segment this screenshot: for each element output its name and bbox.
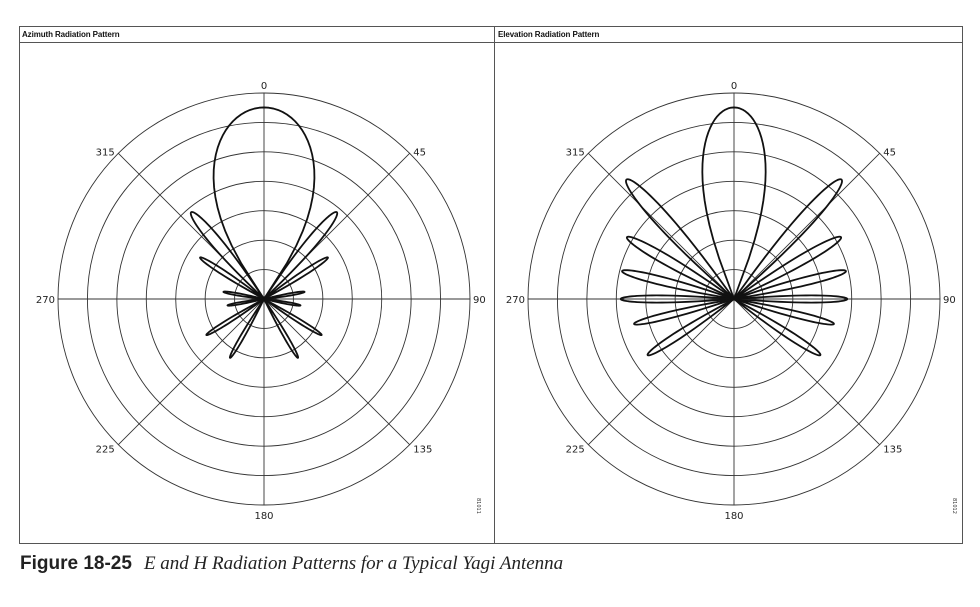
azimuth-pattern-lobe [263, 298, 323, 337]
azimuth-title-rule [19, 42, 494, 43]
elevation-angle-label-90: 90 [943, 295, 956, 306]
azimuth-angle-label-270: 270 [36, 295, 55, 306]
azimuth-pattern-lobe [228, 298, 265, 359]
elevation-angle-label-270: 270 [506, 295, 525, 306]
elevation-pattern-lobe [646, 298, 735, 357]
azimuth-pattern-lobe [205, 298, 265, 337]
elevation-angle-label-45: 45 [883, 148, 896, 159]
azimuth-pattern-lobe [226, 298, 265, 307]
elevation-pattern-lobe [621, 269, 735, 300]
elevation-pattern-lobe [733, 294, 849, 304]
azimuth-angle-label-90: 90 [473, 295, 486, 306]
azimuth-pattern-lobe [199, 256, 265, 300]
figure-caption-text: E and H Radiation Patterns for a Typical… [143, 553, 564, 574]
elevation-chart-title: Elevation Radiation Pattern [498, 30, 600, 39]
elevation-pattern-lobe [733, 269, 847, 300]
elevation-angle-label-225: 225 [566, 444, 585, 455]
elevation-pattern-lobe [619, 294, 735, 304]
panel-divider [494, 26, 495, 544]
elevation-angle-label-315: 315 [566, 148, 585, 159]
elevation-title-rule [495, 42, 963, 43]
figure-number: Figure 18-25 [20, 553, 132, 574]
azimuth-chart-title: Azimuth Radiation Pattern [22, 30, 120, 39]
azimuth-pattern-lobe [263, 256, 329, 300]
elevation-angle-label-135: 135 [883, 444, 902, 455]
azimuth-angle-label-0: 0 [261, 81, 267, 92]
elevation-pattern-lobe [633, 298, 735, 326]
elevation-pattern-lobe [733, 298, 822, 357]
azimuth-plot-id: 81011 [475, 498, 481, 514]
azimuth-pattern-lobe [222, 290, 265, 300]
azimuth-pattern-lobe [263, 298, 302, 307]
azimuth-pattern-lobe [263, 298, 300, 359]
azimuth-angle-label-45: 45 [413, 148, 426, 159]
figure-caption: Figure 18-25 E and H Radiation Patterns f… [20, 553, 563, 575]
azimuth-angle-label-180: 180 [254, 511, 273, 522]
elevation-angle-label-180: 180 [724, 511, 743, 522]
elevation-pattern-lobe [701, 106, 767, 300]
azimuth-angle-label-225: 225 [96, 444, 115, 455]
elevation-pattern-lobe [625, 235, 735, 300]
azimuth-pattern-lobe [263, 211, 339, 300]
elevation-pattern-lobe [733, 178, 843, 300]
elevation-pattern-lobe [733, 298, 835, 326]
azimuth-angle-label-135: 135 [413, 444, 432, 455]
azimuth-pattern-lobe [212, 106, 316, 300]
elevation-pattern-lobe [733, 235, 843, 300]
elevation-angle-label-0: 0 [731, 81, 737, 92]
elevation-pattern-lobe [625, 178, 735, 300]
azimuth-pattern-lobe [263, 290, 306, 300]
elevation-plot-id: 81012 [951, 498, 957, 514]
azimuth-pattern-lobe [189, 211, 265, 300]
azimuth-angle-label-315: 315 [96, 148, 115, 159]
